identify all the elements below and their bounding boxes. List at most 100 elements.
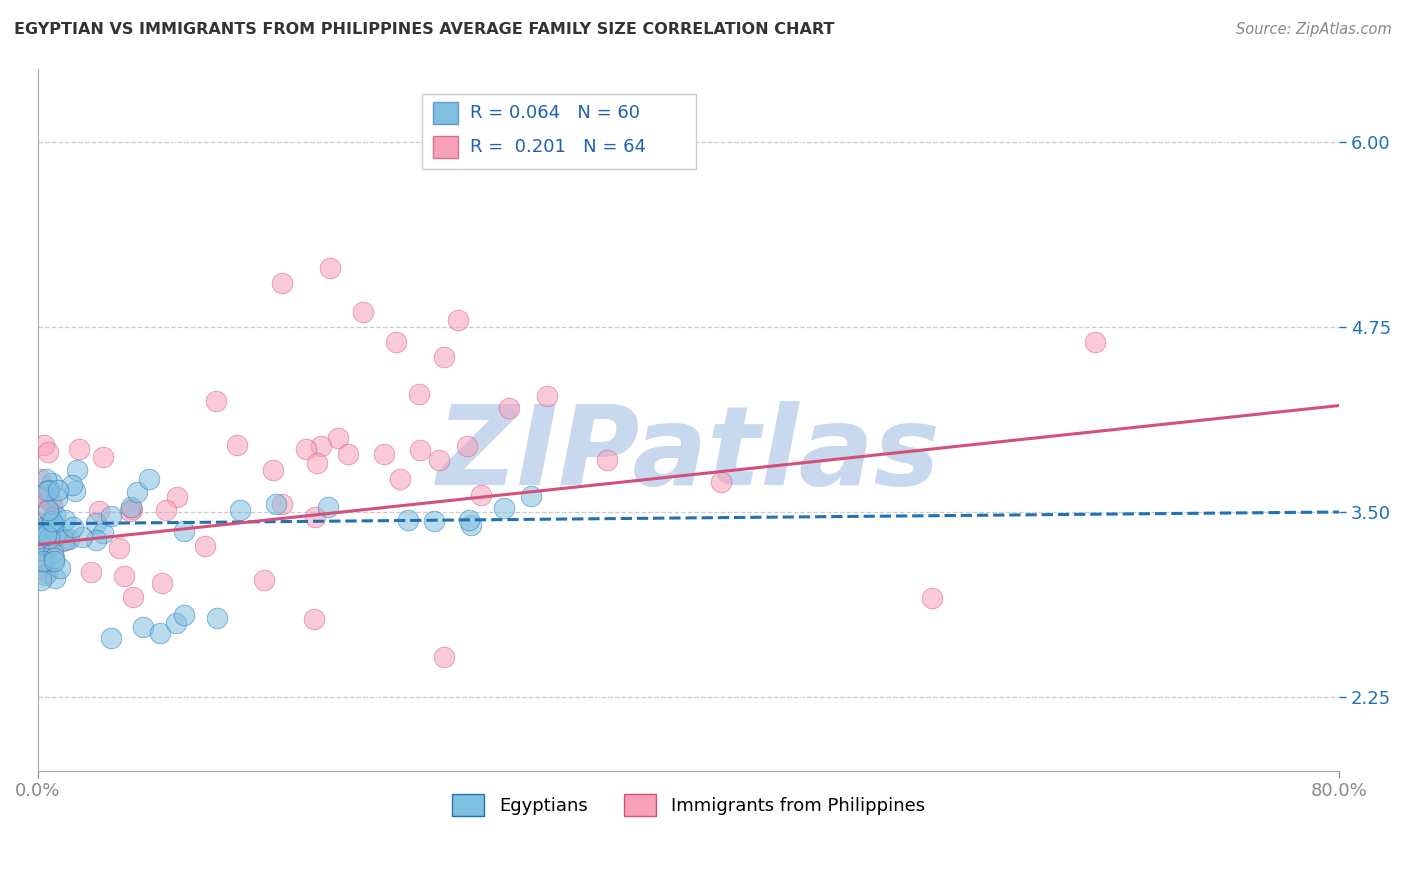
Point — [921, 591, 943, 605]
Point — [28, 537, 51, 551]
Point — [67, 442, 90, 457]
Point — [66, 463, 89, 477]
Point — [121, 590, 143, 604]
Point — [458, 513, 481, 527]
Point — [45, 527, 67, 541]
Point — [373, 447, 395, 461]
Point — [194, 540, 217, 554]
Point — [32, 520, 55, 534]
Point — [166, 490, 188, 504]
Point — [28, 555, 51, 569]
Point — [37, 500, 59, 515]
Point — [80, 565, 103, 579]
Point — [262, 463, 284, 477]
Point — [149, 626, 172, 640]
Point — [63, 483, 86, 498]
Point — [304, 509, 326, 524]
Point — [205, 611, 228, 625]
Point — [226, 438, 249, 452]
Point — [42, 554, 65, 568]
Point — [32, 525, 55, 540]
Text: R = 0.064   N = 60: R = 0.064 N = 60 — [470, 104, 640, 122]
Point — [460, 517, 482, 532]
Point — [48, 483, 70, 497]
Point — [38, 483, 60, 497]
Text: R =  0.201   N = 64: R = 0.201 N = 64 — [470, 138, 645, 156]
Point — [84, 533, 107, 547]
Point — [118, 504, 141, 518]
Point — [433, 649, 456, 664]
Point — [536, 388, 558, 402]
Point — [38, 493, 60, 508]
Point — [132, 620, 155, 634]
Point — [309, 439, 332, 453]
Text: Source: ZipAtlas.com: Source: ZipAtlas.com — [1236, 22, 1392, 37]
Point — [155, 503, 177, 517]
Point — [35, 484, 58, 499]
Point — [307, 456, 329, 470]
Point — [34, 528, 56, 542]
Point — [32, 438, 55, 452]
Point — [173, 608, 195, 623]
Point — [38, 540, 60, 554]
Point — [125, 485, 148, 500]
Point — [294, 442, 316, 457]
Point — [456, 439, 478, 453]
Point — [710, 475, 733, 490]
Point — [498, 401, 520, 416]
Point — [204, 394, 226, 409]
Legend: Egyptians, Immigrants from Philippines: Egyptians, Immigrants from Philippines — [443, 785, 934, 825]
Point — [319, 261, 342, 276]
Point — [28, 542, 51, 557]
Point — [328, 431, 350, 445]
Point — [45, 525, 67, 540]
Point — [34, 568, 56, 582]
Point — [520, 489, 543, 503]
Point — [336, 446, 359, 460]
Point — [492, 500, 515, 515]
Point — [28, 489, 51, 503]
Point — [35, 472, 58, 486]
Point — [100, 509, 122, 524]
Point — [470, 488, 492, 502]
Point — [38, 531, 60, 545]
Point — [70, 530, 93, 544]
Point — [596, 453, 619, 467]
Point — [121, 501, 143, 516]
Point — [58, 532, 80, 546]
Point — [41, 497, 63, 511]
Text: EGYPTIAN VS IMMIGRANTS FROM PHILIPPINES AVERAGE FAMILY SIZE CORRELATION CHART: EGYPTIAN VS IMMIGRANTS FROM PHILIPPINES … — [14, 22, 834, 37]
Point — [150, 575, 173, 590]
Point — [138, 472, 160, 486]
Point — [49, 561, 72, 575]
Point — [86, 516, 108, 531]
Point — [120, 500, 142, 515]
Point — [253, 573, 276, 587]
Point — [55, 512, 77, 526]
Point — [427, 453, 450, 467]
Point — [271, 497, 294, 511]
Point — [165, 615, 187, 630]
Point — [32, 551, 55, 566]
Point — [91, 450, 114, 464]
Point — [37, 503, 59, 517]
Point — [270, 276, 292, 290]
Point — [41, 516, 63, 530]
Point — [44, 508, 66, 522]
Point — [35, 566, 58, 581]
Point — [91, 526, 114, 541]
Point — [112, 569, 135, 583]
Text: ZIPatlas: ZIPatlas — [436, 401, 941, 508]
Point — [384, 334, 406, 349]
Point — [41, 475, 63, 490]
Point — [108, 541, 131, 555]
Point — [408, 443, 430, 458]
Point — [31, 484, 53, 499]
Point — [433, 350, 456, 364]
Point — [34, 553, 56, 567]
Point — [229, 502, 252, 516]
Point — [38, 516, 60, 530]
Point — [352, 305, 374, 319]
Point — [28, 472, 51, 486]
Point — [423, 514, 446, 528]
